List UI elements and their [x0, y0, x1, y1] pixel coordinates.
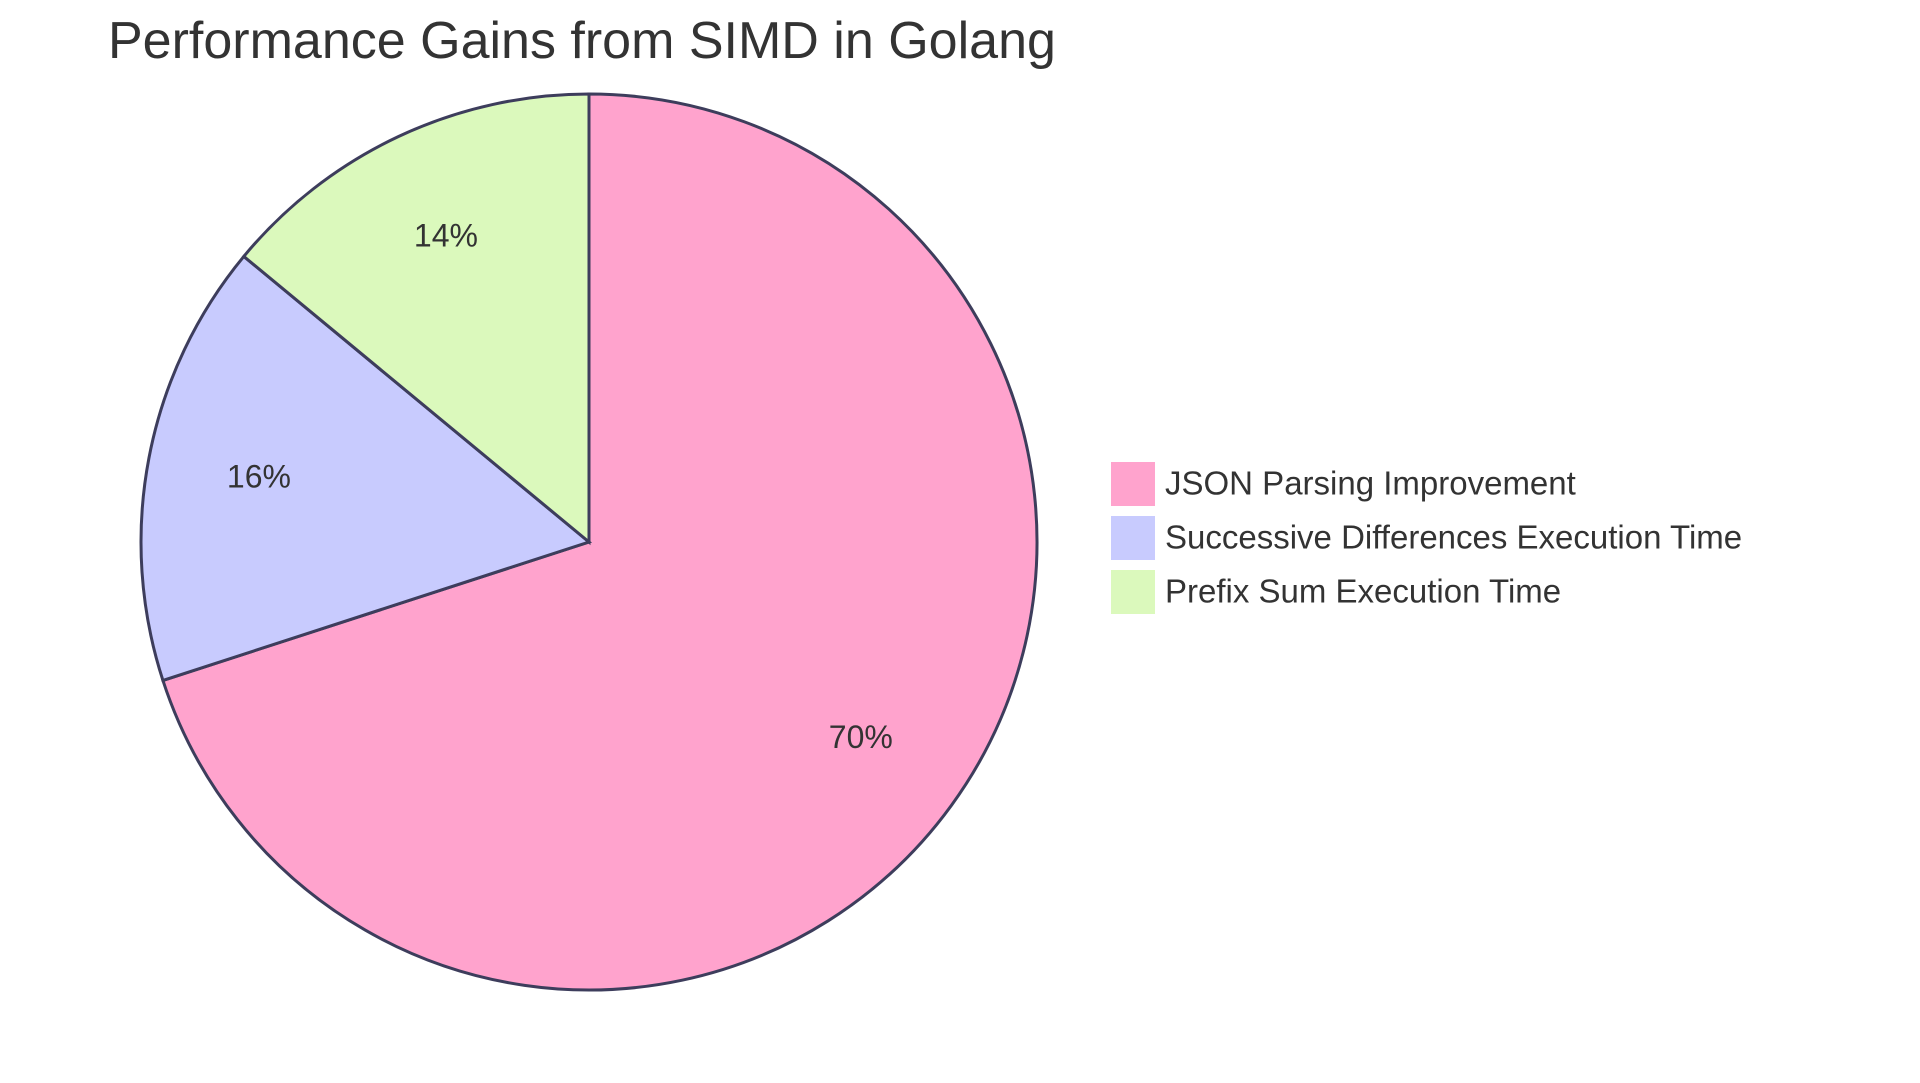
legend-swatch-1	[1111, 516, 1155, 560]
legend-swatch-2	[1111, 570, 1155, 614]
slice-label-1: 16%	[227, 458, 291, 494]
pie-slice-2	[241, 92, 591, 546]
pie-slices	[139, 92, 1039, 992]
chart-title: Performance Gains from SIMD in Golang	[108, 12, 1056, 70]
pie-slice-0	[161, 92, 1039, 992]
pie-slice-1	[139, 254, 593, 683]
legend-swatch-0	[1111, 462, 1155, 506]
slice-label-0: 70%	[829, 719, 893, 755]
legend: JSON Parsing Improvement Successive Diffe…	[1111, 462, 1742, 614]
legend-label-0: JSON Parsing Improvement	[1165, 465, 1576, 502]
pie-slice-labels: 70% 16% 14%	[227, 217, 893, 755]
legend-label-2: Prefix Sum Execution Time	[1165, 573, 1561, 610]
legend-label-1: Successive Differences Execution Time	[1165, 519, 1742, 556]
slice-label-2: 14%	[414, 217, 478, 253]
